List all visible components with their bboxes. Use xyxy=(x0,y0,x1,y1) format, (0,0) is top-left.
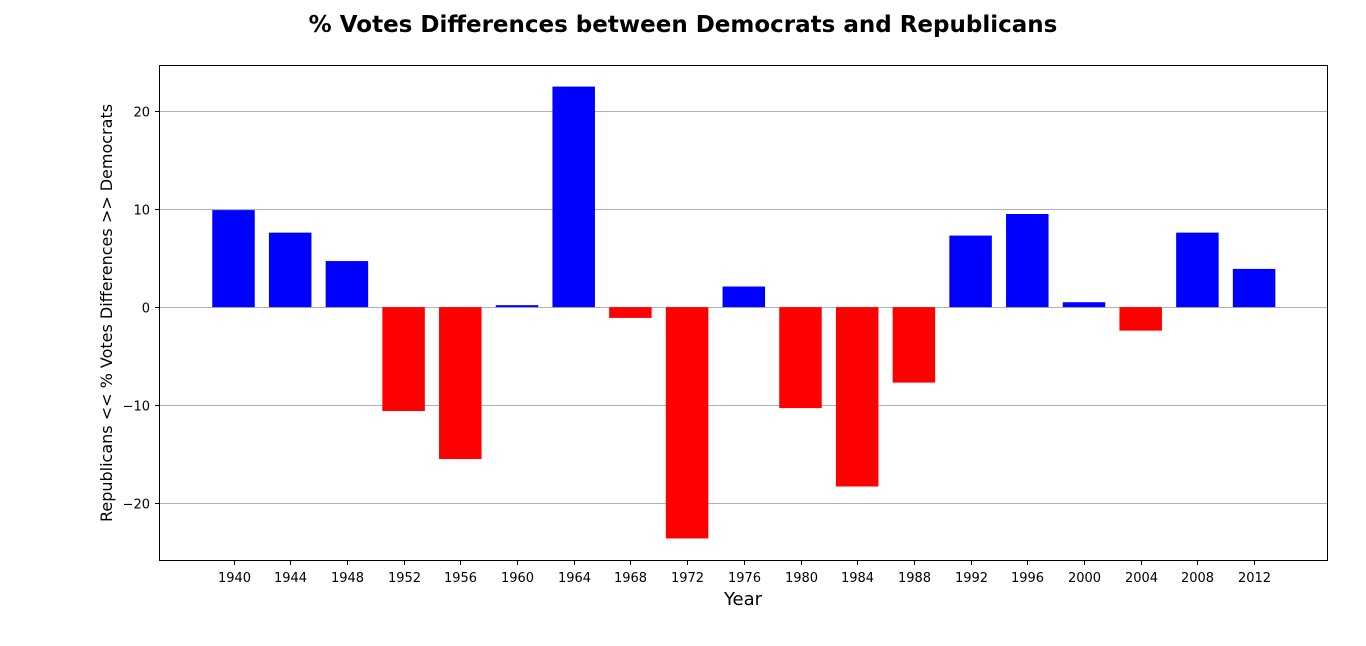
bar-2004 xyxy=(1119,307,1162,331)
bar-1976 xyxy=(722,286,766,308)
bar-1988 xyxy=(892,307,936,383)
bar-2000 xyxy=(1062,302,1106,308)
bar-1948 xyxy=(325,261,369,308)
chart-title: % Votes Differences between Democrats an… xyxy=(309,12,1058,38)
bar-2012 xyxy=(1232,268,1276,308)
x-tick-label: 1996 xyxy=(1011,571,1044,586)
bars xyxy=(212,86,1276,539)
bar-1996 xyxy=(1006,214,1049,308)
x-tick-label: 1972 xyxy=(671,571,704,586)
y-tick-label: −20 xyxy=(123,498,150,513)
x-tick-label: 1948 xyxy=(331,571,364,586)
x-tick-label: 1988 xyxy=(898,571,931,586)
x-axis: 1940 1944 1948 1952 1956 1960 1964 1968 1972 1976… xyxy=(218,560,1271,586)
x-axis-label: Year xyxy=(723,589,763,610)
x-tick-label: 1992 xyxy=(955,571,988,586)
x-tick-label: 1944 xyxy=(274,571,307,586)
bar-1980 xyxy=(779,307,822,409)
x-tick-label: 2004 xyxy=(1125,571,1158,586)
y-tick-label: 10 xyxy=(133,204,150,219)
x-tick-label: 1940 xyxy=(218,571,251,586)
x-tick-label: 2012 xyxy=(1238,571,1271,586)
y-tick-label: 0 xyxy=(142,302,150,317)
y-axis-label: Republicans << % Votes Differences >> De… xyxy=(97,104,116,522)
x-tick-label: 1956 xyxy=(444,571,477,586)
bar-1964 xyxy=(552,86,595,308)
bar-1952 xyxy=(382,307,425,412)
y-tick-label: 20 xyxy=(133,106,150,121)
y-axis: −20 −10 0 10 20 xyxy=(123,106,160,513)
x-tick-label: 1980 xyxy=(785,571,818,586)
bar-1992 xyxy=(949,235,992,308)
bar-1940 xyxy=(212,210,255,308)
x-tick-label: 1968 xyxy=(614,571,647,586)
bar-1960 xyxy=(495,305,539,308)
x-tick-label: 1964 xyxy=(558,571,591,586)
bar-1956 xyxy=(439,307,482,460)
bar-1972 xyxy=(665,307,709,539)
x-tick-label: 1984 xyxy=(841,571,874,586)
bar-1984 xyxy=(835,307,879,487)
y-tick-label: −10 xyxy=(123,400,150,415)
bar-2008 xyxy=(1176,232,1219,308)
x-tick-label: 1976 xyxy=(728,571,761,586)
plot-area-frame xyxy=(159,65,1328,561)
x-tick-label: 1952 xyxy=(388,571,421,586)
x-tick-label: 2000 xyxy=(1068,571,1101,586)
x-tick-label: 2008 xyxy=(1181,571,1214,586)
x-tick-label: 1960 xyxy=(501,571,534,586)
bar-1968 xyxy=(609,307,652,318)
bar-1944 xyxy=(268,232,312,308)
